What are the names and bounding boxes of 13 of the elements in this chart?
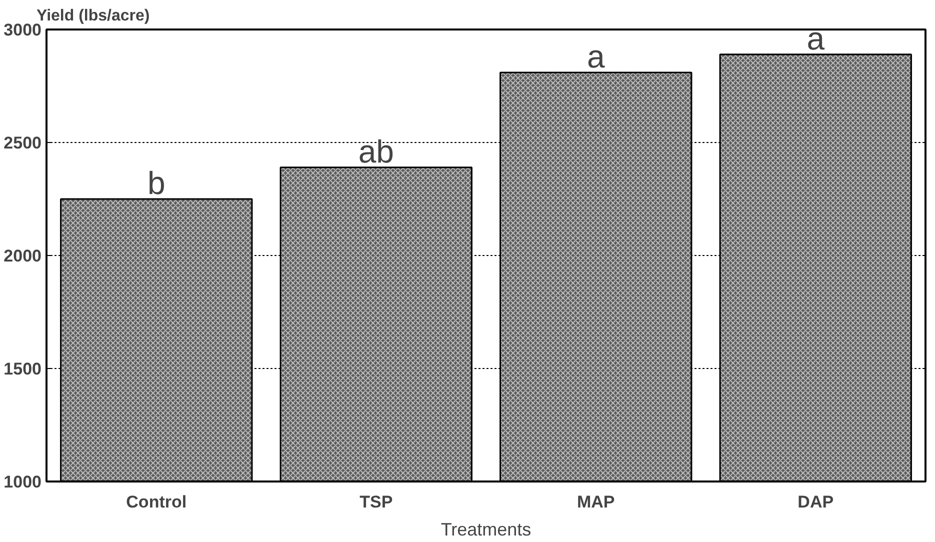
x-axis-title: Treatments [440,520,532,540]
y-tick-label: 2500 [4,134,42,152]
x-tick-label: DAP [798,492,834,512]
y-tick-label: 2000 [4,246,42,266]
y-tick-label: 1500 [4,360,42,378]
x-tick-label: MAP [576,492,615,512]
y-tick-label: 1000 [4,472,42,492]
x-tick-label: Control [126,492,187,512]
annotation: a [806,20,825,56]
x-tick-label: TSP [360,492,393,512]
annotation: b [147,165,166,201]
annotation: ab [358,133,394,170]
annotation: a [586,38,605,74]
